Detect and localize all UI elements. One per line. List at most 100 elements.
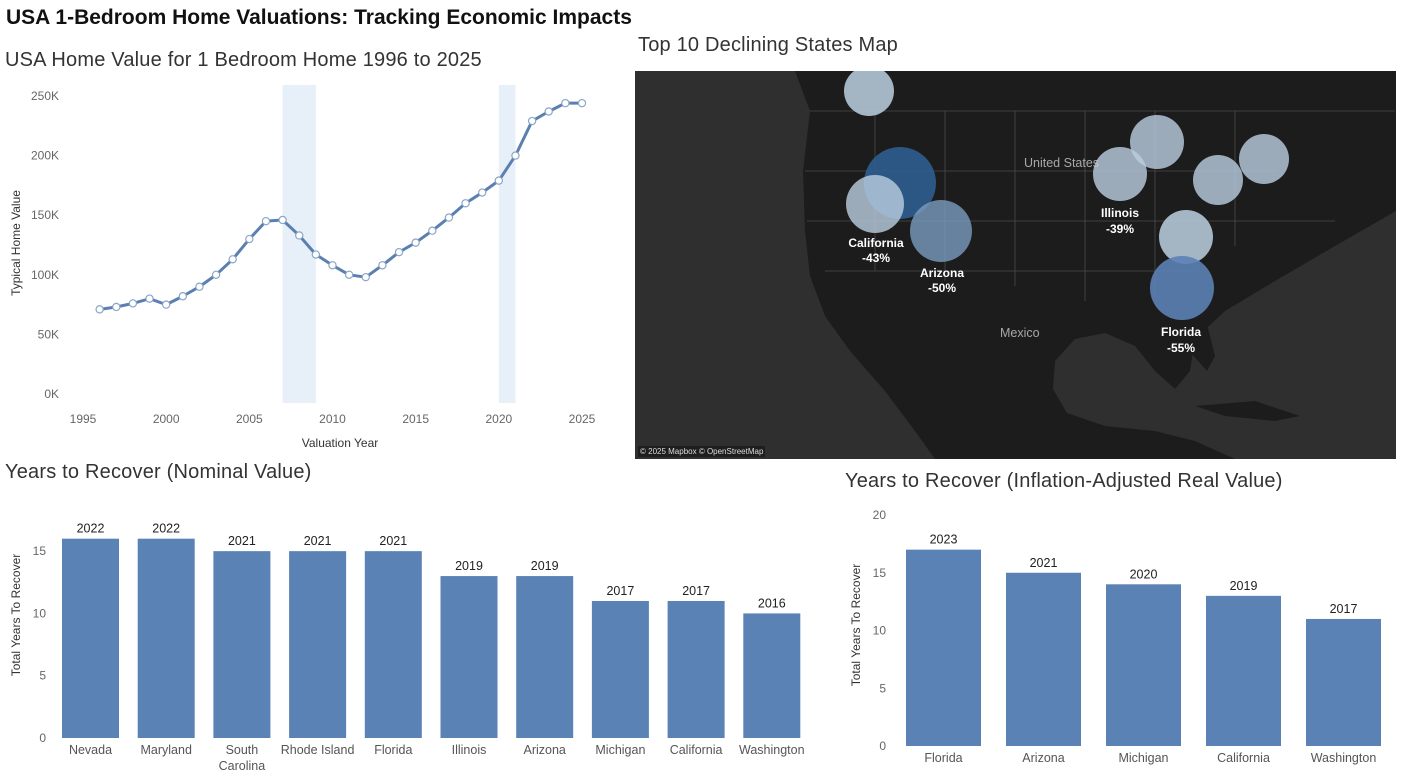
bar-label-washington: 2017: [1330, 602, 1358, 616]
data-point-2005: [245, 234, 254, 244]
bar-arizona: [516, 576, 574, 738]
north-america-land: [635, 71, 1396, 459]
data-point-2024: [561, 98, 570, 108]
y-axis-title: Typical Home Value: [9, 190, 23, 296]
y-tick-label: 10: [33, 606, 47, 620]
bar-label-florida: 2023: [930, 533, 958, 547]
shaded-period-1: [498, 85, 516, 403]
category-label-california: California: [670, 743, 723, 757]
bar-michigan: [1106, 584, 1181, 746]
bar-washington: [743, 613, 801, 738]
data-point-2014: [394, 247, 404, 257]
bar-label-nevada: 2022: [77, 522, 105, 536]
bar-illinois: [440, 576, 498, 738]
y-tick-label: 5: [39, 669, 46, 683]
data-point-2010: [328, 261, 337, 270]
x-tick-label: 2005: [236, 412, 263, 426]
data-point-2006: [261, 216, 271, 226]
data-point-2025: [577, 98, 587, 108]
category-label-arizona: Arizona: [524, 743, 566, 757]
map-label-arizona: Arizona: [920, 266, 964, 280]
y-tick-label: 15: [873, 566, 887, 580]
data-point-2021: [511, 151, 520, 160]
bar-label-california: 2019: [1230, 579, 1258, 593]
bar-label-michigan: 2017: [606, 584, 634, 598]
bar-label-michigan: 2020: [1130, 567, 1158, 581]
data-point-1997: [112, 302, 121, 312]
bar-michigan: [591, 600, 649, 738]
line-chart-title: USA Home Value for 1 Bedroom Home 1996 t…: [5, 49, 482, 71]
y-tick-label: 5: [879, 681, 886, 695]
bar-florida: [364, 551, 422, 738]
category-label-rhode-island: Rhode Island: [281, 743, 355, 757]
category-label-california: California: [1217, 751, 1270, 765]
category-label-michigan: Michigan: [595, 743, 645, 757]
x-tick-label: 1995: [70, 412, 97, 426]
map-attribution[interactable]: © 2025 Mapbox © OpenStreetMap: [638, 446, 766, 457]
dashboard-title: USA 1-Bedroom Home Valuations: Tracking …: [6, 6, 632, 29]
data-point-1999: [145, 294, 154, 303]
category-label-south-carolina-line2: Carolina: [219, 759, 266, 773]
y-tick-label: 100K: [31, 268, 59, 282]
y-tick-label: 0: [39, 731, 46, 745]
nominal-chart-title: Years to Recover (Nominal Value): [5, 461, 312, 483]
map-label-illinois: Illinois: [1101, 206, 1139, 220]
map-change-california: -43%: [862, 251, 890, 265]
bar-washington: [1306, 618, 1381, 746]
data-point-2004: [228, 255, 237, 264]
map-marker-florida: [1150, 256, 1214, 320]
bar-label-california: 2017: [682, 584, 710, 598]
bar-label-arizona: 2021: [1030, 556, 1058, 570]
bar-nevada: [62, 538, 119, 738]
real-chart-title: Years to Recover (Inflation-Adjusted Rea…: [845, 470, 1283, 492]
map-marker-maryland: [1193, 155, 1243, 205]
data-point-2022: [527, 116, 537, 126]
y-tick-label: 0: [879, 739, 886, 753]
y-tick-label: 20: [873, 508, 887, 522]
map-label-mexico: Mexico: [1000, 326, 1040, 340]
data-point-2023: [544, 107, 553, 116]
nominal-recovery-bar-chart[interactable]: 0 5 10 15 Total Years To Recover 2022 Nevada 20…: [0, 490, 820, 780]
data-point-2012: [361, 272, 370, 282]
real-recovery-bar-chart[interactable]: 0 5 10 15 20 Total Years To Recover 2023 Florid…: [840, 500, 1400, 780]
bar-florida: [906, 549, 981, 746]
map-label-united-states: United States: [1024, 156, 1099, 170]
map-change-florida: -55%: [1167, 341, 1195, 355]
bar-california: [667, 600, 725, 738]
data-point-2008: [295, 231, 304, 240]
y-axis-title: Total Years To Recover: [849, 564, 863, 687]
y-axis-title: Total Years To Recover: [9, 554, 23, 677]
data-point-2020: [494, 176, 504, 185]
data-point-2009: [311, 250, 321, 259]
map-label-florida: Florida: [1161, 325, 1201, 339]
y-tick-label: 150K: [31, 208, 59, 222]
data-point-2015: [411, 238, 420, 247]
data-point-2017: [444, 213, 454, 222]
x-tick-label: 2025: [569, 412, 596, 426]
category-label-arizona: Arizona: [1022, 751, 1064, 765]
x-tick-label: 2015: [402, 412, 429, 426]
category-label-washington: Washington: [739, 743, 805, 757]
category-label-maryland: Maryland: [140, 743, 191, 757]
cuba-island: [1195, 401, 1300, 421]
y-tick-label: 10: [873, 624, 887, 638]
bar-label-florida: 2021: [379, 534, 407, 548]
category-label-florida: Florida: [374, 743, 412, 757]
data-point-2018: [461, 199, 470, 208]
data-point-2013: [378, 261, 387, 270]
x-tick-label: 2020: [485, 412, 512, 426]
x-axis-title: Valuation Year: [302, 436, 379, 450]
map-marker-michigan: [1130, 115, 1184, 169]
baja-peninsula: [850, 256, 880, 341]
data-point-2002: [195, 282, 204, 291]
shaded-period-0: [282, 85, 316, 403]
data-point-2019: [478, 188, 487, 197]
map-title: Top 10 Declining States Map: [638, 34, 898, 56]
map-change-arizona: -50%: [928, 281, 956, 295]
map-marker-california: [846, 175, 904, 233]
map-marker-south-carolina: [1159, 210, 1213, 264]
x-tick-label: 2010: [319, 412, 346, 426]
map-marker-rhode-island: [1239, 134, 1289, 184]
declining-states-map[interactable]: United States Mexico California -43% Ari…: [635, 71, 1396, 459]
home-value-line-chart[interactable]: 0K 50K 100K 150K 200K 250K 1995 2000 2005 2010 201…: [0, 80, 620, 460]
